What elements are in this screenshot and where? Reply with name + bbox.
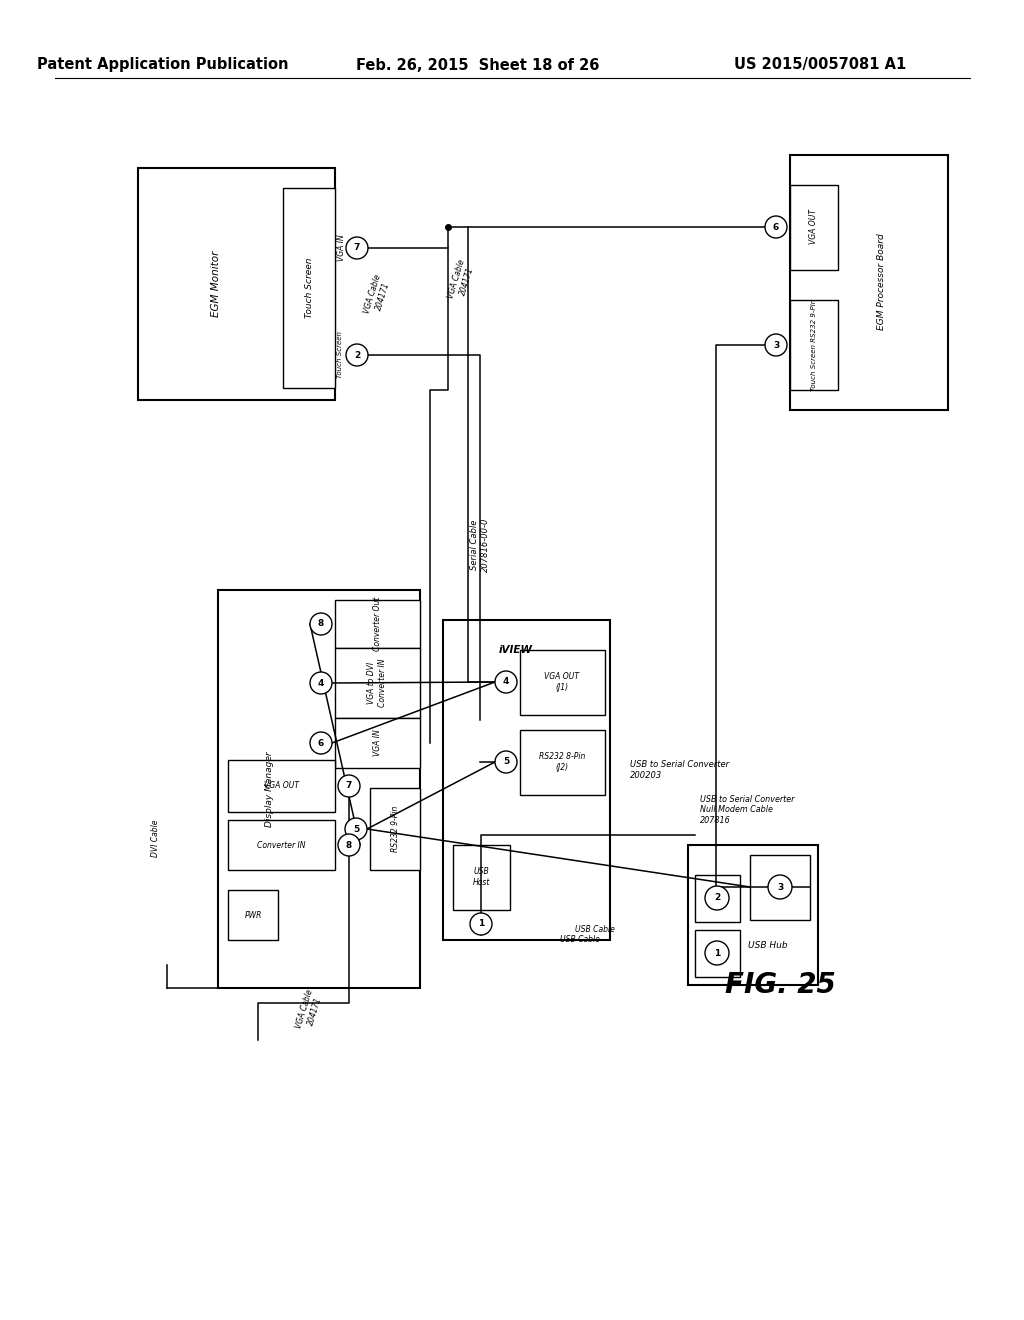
Text: RS232 8-Pin
(J2): RS232 8-Pin (J2): [539, 752, 585, 772]
Text: Touch Screen: Touch Screen: [337, 331, 343, 379]
Text: USB Cable: USB Cable: [560, 936, 600, 945]
Circle shape: [310, 612, 332, 635]
Text: VGA IN: VGA IN: [373, 730, 382, 756]
Bar: [228, 820, 335, 870]
Text: 4: 4: [317, 678, 325, 688]
Text: VGA OUT: VGA OUT: [810, 210, 818, 244]
Circle shape: [765, 216, 787, 238]
Text: Patent Application Publication: Patent Application Publication: [37, 58, 289, 73]
Bar: [790, 300, 838, 389]
Text: PWR: PWR: [245, 911, 262, 920]
Text: Serial Cable
207816-00-0: Serial Cable 207816-00-0: [470, 517, 489, 572]
Text: 6: 6: [317, 738, 325, 747]
Text: VGA OUT
(J1): VGA OUT (J1): [545, 672, 580, 692]
Text: 2: 2: [714, 894, 720, 903]
Circle shape: [705, 886, 729, 909]
Text: RS232 9-Pin: RS232 9-Pin: [390, 805, 399, 853]
Circle shape: [768, 875, 792, 899]
Bar: [335, 601, 420, 648]
Text: EGM Processor Board: EGM Processor Board: [877, 234, 886, 330]
Text: Touch Screen RS232 9-PIn: Touch Screen RS232 9-PIn: [811, 298, 817, 391]
Bar: [750, 855, 810, 920]
Text: iVIEW: iVIEW: [499, 645, 534, 655]
Text: 1: 1: [478, 920, 484, 928]
Text: Converter IN: Converter IN: [257, 841, 305, 850]
Circle shape: [705, 941, 729, 965]
Text: Display Manager: Display Manager: [265, 751, 274, 826]
Text: USB to Serial Converter
Null Modem Cable
207816: USB to Serial Converter Null Modem Cable…: [700, 795, 795, 825]
Bar: [790, 154, 948, 411]
Text: VGA Cable
204171: VGA Cable 204171: [362, 273, 393, 317]
Text: FIG. 25: FIG. 25: [725, 972, 836, 999]
Text: 8: 8: [346, 841, 352, 850]
Circle shape: [338, 834, 360, 855]
Text: 4: 4: [503, 677, 509, 686]
Bar: [520, 649, 605, 715]
Text: 2: 2: [354, 351, 360, 359]
Text: DVI Cable: DVI Cable: [152, 820, 161, 857]
Text: 8: 8: [317, 619, 325, 628]
Circle shape: [495, 671, 517, 693]
Text: Touch Screen: Touch Screen: [304, 257, 313, 318]
Text: VGA OUT: VGA OUT: [263, 781, 299, 791]
Text: Converter Out: Converter Out: [373, 597, 382, 651]
Circle shape: [310, 733, 332, 754]
Bar: [695, 875, 740, 921]
Bar: [138, 168, 335, 400]
Bar: [695, 931, 740, 977]
Text: 1: 1: [714, 949, 720, 957]
Bar: [453, 845, 510, 909]
Text: 7: 7: [354, 243, 360, 252]
Text: VGA Cable
204171: VGA Cable 204171: [446, 257, 477, 302]
Circle shape: [765, 334, 787, 356]
Bar: [370, 788, 420, 870]
Text: USB
Host: USB Host: [472, 867, 489, 887]
Text: VGA Cable
204171: VGA Cable 204171: [295, 987, 326, 1032]
Text: USB Hub: USB Hub: [749, 940, 787, 949]
Bar: [228, 760, 335, 812]
Text: 6: 6: [773, 223, 779, 231]
Bar: [335, 718, 420, 768]
Circle shape: [495, 751, 517, 774]
Bar: [335, 648, 420, 718]
Text: 5: 5: [503, 758, 509, 767]
Circle shape: [345, 818, 367, 840]
Circle shape: [346, 345, 368, 366]
Bar: [688, 845, 818, 985]
Circle shape: [470, 913, 492, 935]
Bar: [218, 590, 420, 987]
Bar: [520, 730, 605, 795]
Circle shape: [338, 775, 360, 797]
Text: USB to Serial Converter
200203: USB to Serial Converter 200203: [630, 760, 729, 780]
Text: EGM Monitor: EGM Monitor: [211, 251, 221, 317]
Text: VGA IN: VGA IN: [337, 235, 346, 261]
Bar: [790, 185, 838, 271]
Text: Feb. 26, 2015  Sheet 18 of 26: Feb. 26, 2015 Sheet 18 of 26: [356, 58, 600, 73]
Bar: [283, 187, 335, 388]
Text: 7: 7: [346, 781, 352, 791]
Text: USB Cable: USB Cable: [575, 925, 615, 935]
Text: VGA to DVI
Converter IN: VGA to DVI Converter IN: [368, 659, 387, 708]
Circle shape: [310, 672, 332, 694]
Text: 5: 5: [353, 825, 359, 833]
Text: 3: 3: [773, 341, 779, 350]
Bar: [228, 890, 278, 940]
Bar: [443, 620, 610, 940]
Circle shape: [346, 238, 368, 259]
Text: US 2015/0057081 A1: US 2015/0057081 A1: [734, 58, 906, 73]
Text: 3: 3: [777, 883, 783, 891]
